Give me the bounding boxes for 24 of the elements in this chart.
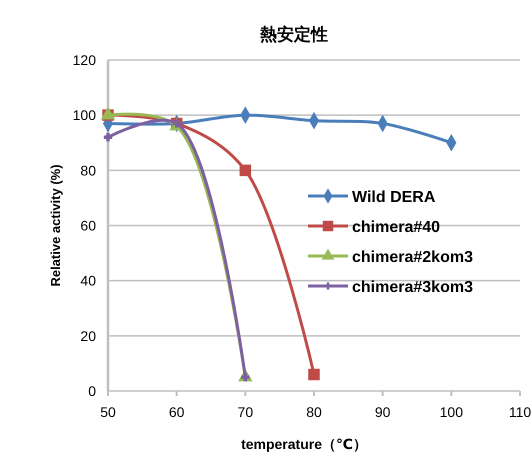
- y-tick-label: 80: [80, 162, 96, 178]
- x-tick-label: 50: [100, 404, 116, 420]
- x-tick-label: 70: [238, 404, 254, 420]
- point: [240, 164, 252, 176]
- x-tick-label: 60: [168, 404, 185, 420]
- point: [308, 368, 320, 380]
- y-tick-label: 0: [88, 383, 96, 399]
- y-tick-label: 120: [72, 52, 96, 68]
- legend-label: chimera#40: [352, 219, 440, 236]
- y-tick-label: 40: [80, 272, 96, 289]
- legend-label: Wild DERA: [352, 189, 436, 206]
- x-tick-label: 110: [508, 404, 532, 420]
- y-axis-title: Relative activity (%): [48, 164, 63, 287]
- x-tick-label: 80: [306, 404, 322, 420]
- legend-label: chimera#3kom3: [352, 279, 474, 296]
- legend-label: chimera#2kom3: [352, 249, 474, 266]
- chart-title: 熱安定性: [259, 25, 328, 44]
- y-tick-label: 20: [80, 328, 96, 344]
- x-axis-title: temperature（℃）: [241, 436, 367, 452]
- y-tick-label: 60: [80, 218, 96, 234]
- y-tick-label: 100: [72, 107, 96, 124]
- x-tick-label: 100: [440, 404, 464, 420]
- x-tick-label: 90: [374, 404, 391, 420]
- point: [104, 133, 112, 142]
